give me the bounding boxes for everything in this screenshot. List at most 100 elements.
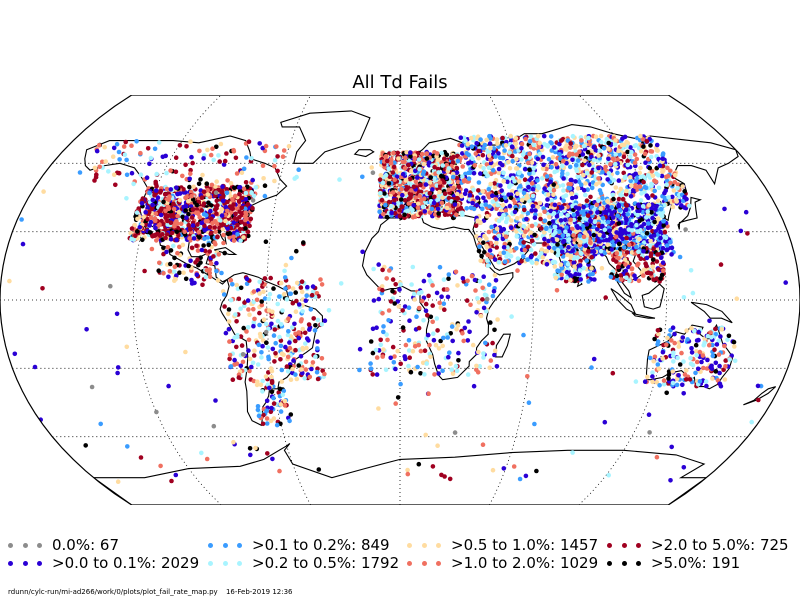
station-point bbox=[164, 186, 170, 192]
station-point bbox=[526, 184, 531, 190]
station-point bbox=[177, 143, 183, 148]
station-point bbox=[565, 171, 570, 177]
station-point bbox=[442, 212, 448, 217]
station-point bbox=[388, 161, 394, 166]
station-point bbox=[446, 166, 452, 171]
station-point bbox=[168, 236, 174, 242]
station-point bbox=[664, 243, 670, 248]
station-point bbox=[245, 298, 251, 303]
station-point bbox=[416, 157, 422, 162]
station-point bbox=[402, 212, 407, 218]
station-point bbox=[539, 251, 544, 256]
station-point bbox=[274, 144, 279, 149]
station-point bbox=[410, 264, 416, 270]
station-point bbox=[552, 264, 558, 269]
coastline bbox=[677, 196, 702, 230]
station-point bbox=[225, 208, 230, 214]
station-point bbox=[307, 374, 313, 380]
station-point bbox=[241, 325, 246, 331]
station-point bbox=[484, 137, 489, 143]
station-point bbox=[221, 232, 226, 238]
station-point bbox=[251, 353, 257, 358]
station-point bbox=[496, 166, 502, 172]
station-point bbox=[228, 277, 234, 283]
station-point bbox=[487, 141, 493, 146]
station-point bbox=[636, 204, 642, 209]
station-point bbox=[374, 372, 380, 377]
station-point bbox=[515, 215, 520, 221]
station-point bbox=[512, 209, 518, 215]
station-point bbox=[207, 249, 212, 254]
station-point bbox=[620, 236, 625, 242]
station-point bbox=[228, 297, 234, 303]
station-point bbox=[303, 367, 309, 372]
station-point bbox=[537, 140, 542, 146]
station-point bbox=[546, 238, 551, 244]
station-point bbox=[435, 166, 441, 172]
station-point bbox=[290, 325, 295, 330]
station-point bbox=[270, 346, 276, 352]
station-point bbox=[436, 211, 441, 216]
station-point bbox=[542, 186, 547, 191]
station-point bbox=[205, 218, 210, 224]
station-point bbox=[287, 345, 293, 351]
station-point bbox=[199, 247, 205, 253]
station-point bbox=[655, 252, 660, 257]
station-point bbox=[662, 229, 668, 235]
station-point bbox=[478, 258, 484, 264]
station-point bbox=[500, 135, 505, 141]
station-point bbox=[508, 133, 513, 139]
station-point bbox=[556, 229, 562, 234]
station-point bbox=[441, 277, 447, 282]
station-point bbox=[411, 184, 417, 189]
station-point bbox=[153, 225, 158, 231]
station-point bbox=[265, 345, 271, 350]
station-point bbox=[278, 338, 284, 343]
station-point bbox=[404, 187, 409, 192]
station-point bbox=[573, 205, 579, 210]
station-point bbox=[522, 166, 528, 172]
station-point bbox=[516, 170, 522, 176]
station-point bbox=[315, 346, 320, 351]
station-point bbox=[177, 197, 183, 203]
station-point bbox=[225, 199, 230, 205]
station-point bbox=[205, 192, 211, 197]
station-point bbox=[500, 162, 505, 168]
station-point bbox=[588, 240, 593, 246]
station-point bbox=[435, 206, 441, 212]
station-point bbox=[183, 208, 188, 213]
station-point bbox=[537, 200, 543, 206]
station-point bbox=[430, 319, 436, 325]
station-point bbox=[188, 139, 193, 144]
station-point bbox=[544, 248, 550, 254]
station-point bbox=[226, 319, 232, 324]
station-point bbox=[155, 231, 160, 237]
station-point bbox=[572, 264, 577, 269]
station-point bbox=[220, 226, 226, 232]
station-point bbox=[585, 149, 591, 155]
station-point bbox=[237, 226, 243, 232]
station-point bbox=[476, 156, 481, 161]
station-point bbox=[260, 343, 265, 349]
station-point bbox=[386, 181, 392, 186]
station-point bbox=[501, 212, 506, 218]
station-point bbox=[589, 255, 594, 260]
station-point bbox=[571, 233, 576, 238]
station-point bbox=[103, 159, 108, 164]
station-point bbox=[189, 215, 195, 220]
station-point bbox=[243, 180, 249, 185]
station-point bbox=[447, 350, 452, 355]
station-point bbox=[230, 206, 235, 211]
station-point bbox=[201, 156, 206, 161]
station-point bbox=[219, 223, 224, 228]
station-point bbox=[600, 223, 605, 229]
station-point bbox=[393, 366, 398, 372]
station-point bbox=[488, 145, 493, 151]
station-point bbox=[529, 208, 535, 213]
station-point bbox=[252, 348, 257, 353]
station-point bbox=[176, 209, 182, 215]
station-point bbox=[589, 185, 595, 191]
station-point bbox=[222, 304, 227, 309]
station-point bbox=[271, 286, 276, 291]
station-point bbox=[418, 182, 423, 188]
